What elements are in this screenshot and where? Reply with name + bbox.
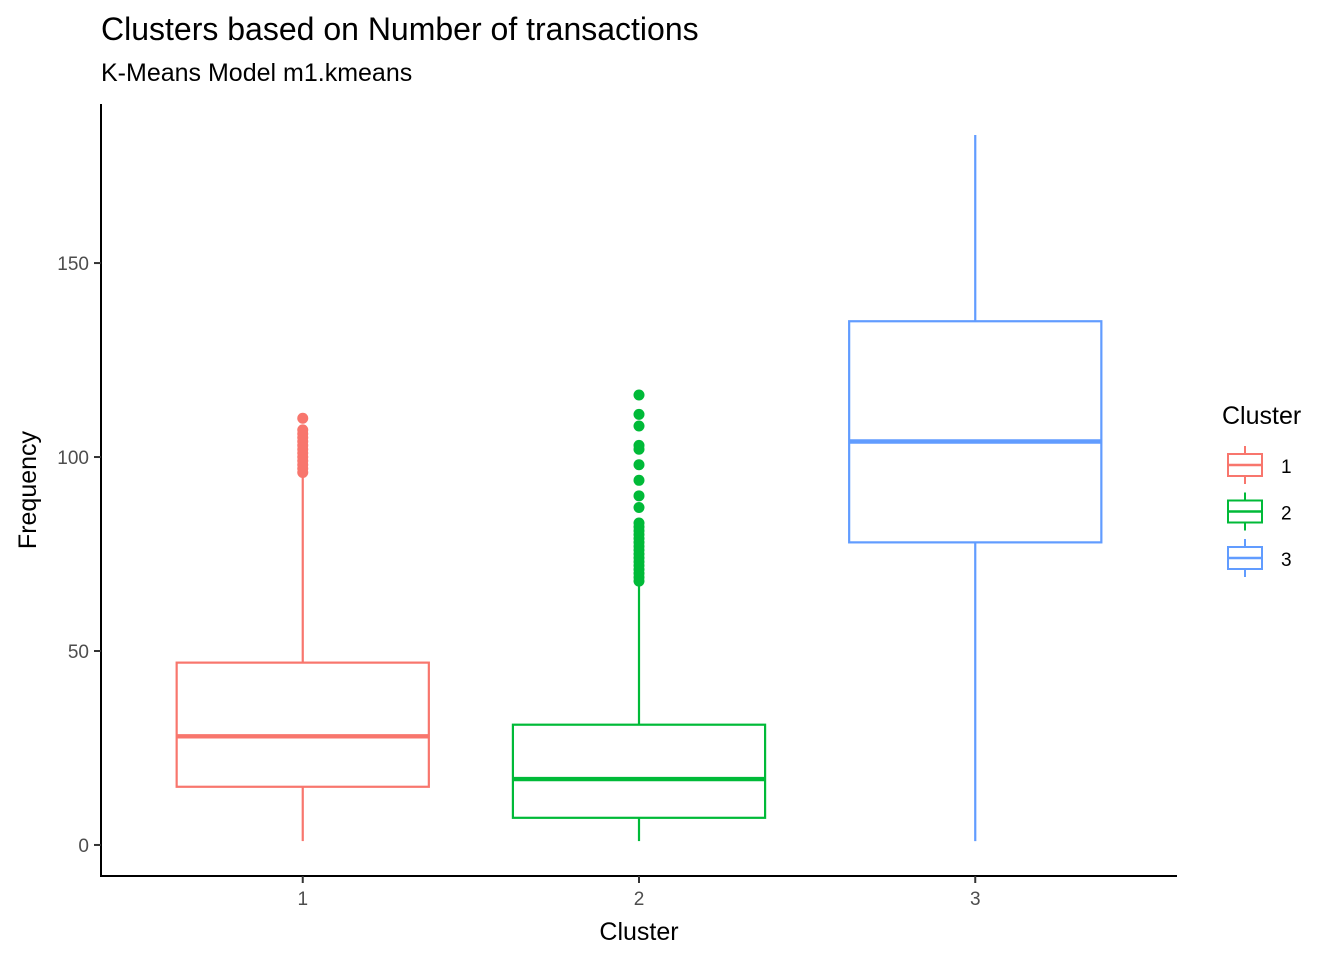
outlier-point (633, 389, 645, 401)
box-cluster-3 (848, 135, 1103, 842)
y-tick-label: 0 (78, 836, 89, 857)
y-tick-label: 150 (57, 254, 89, 275)
x-tick-label: 1 (297, 889, 308, 910)
outlier-point (297, 424, 309, 436)
outlier-point (633, 439, 645, 451)
legend-label: 1 (1281, 457, 1292, 478)
outlier-point (633, 474, 645, 486)
y-tick-label: 100 (57, 448, 89, 469)
outlier-point (633, 408, 645, 420)
legend-label: 2 (1281, 504, 1292, 525)
iqr-box (848, 320, 1103, 544)
box-cluster-2 (511, 389, 767, 842)
y-tick-label: 50 (68, 642, 89, 663)
plot-marks (175, 135, 1103, 842)
outlier-point (297, 412, 309, 424)
x-tick-label: 3 (970, 889, 981, 910)
iqr-box (175, 661, 430, 788)
outlier-point (633, 420, 645, 432)
y-axis-ticks: 0 50 100 150 (57, 254, 101, 857)
legend-entry-1: 1 (1227, 446, 1292, 484)
y-axis-title: Frequency (14, 430, 42, 549)
box-cluster-1 (175, 412, 430, 842)
x-tick-label: 2 (634, 889, 645, 910)
legend-entry-2: 2 (1227, 492, 1292, 531)
legend: Cluster 1 2 3 (1222, 402, 1301, 577)
iqr-box (511, 723, 767, 819)
chart-subtitle: K-Means Model m1.kmeans (101, 59, 413, 87)
outlier-point (633, 517, 645, 529)
x-axis-ticks: 1 2 3 (297, 876, 981, 910)
outlier-point (633, 501, 645, 513)
outlier-point (633, 459, 645, 471)
legend-title: Cluster (1222, 402, 1301, 430)
outlier-point (633, 490, 645, 502)
legend-label: 3 (1281, 550, 1292, 571)
x-axis-title: Cluster (599, 918, 678, 946)
legend-entry-3: 3 (1227, 539, 1292, 577)
chart-title: Clusters based on Number of transactions (101, 11, 699, 47)
